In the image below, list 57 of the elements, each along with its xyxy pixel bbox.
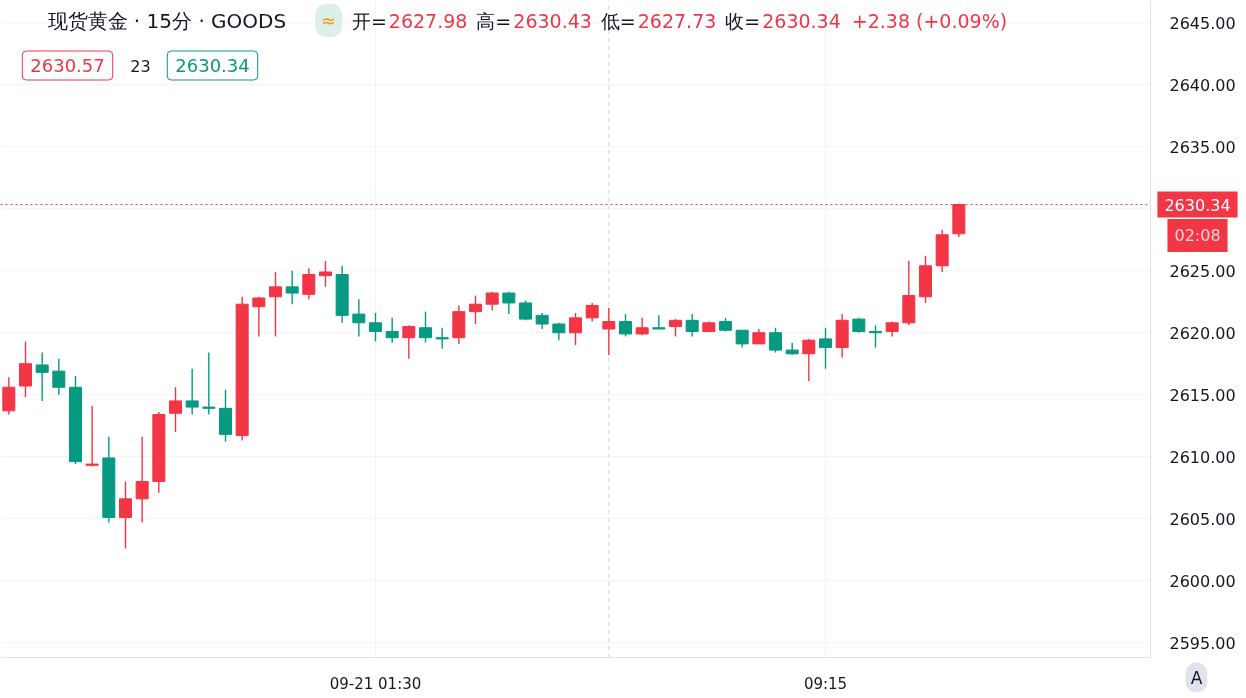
annotation: 收=2630.34	[725, 9, 841, 32]
text: A	[1190, 667, 1203, 688]
candlestick	[619, 313, 632, 338]
y-tick-label: 2605.00	[1169, 509, 1236, 529]
annotation: 23	[130, 56, 151, 76]
annotation: 高=2630.43	[476, 9, 592, 32]
candlestick	[385, 317, 399, 344]
y-tick-label: 2615.00	[1169, 385, 1236, 405]
candlestick	[185, 367, 199, 416]
annotation: 低=2627.73	[600, 9, 717, 32]
candlestick	[302, 267, 316, 300]
y-tick-label: 2610.00	[1169, 447, 1236, 467]
annotation: 开=2627.98	[351, 9, 468, 32]
candlestick	[402, 324, 416, 360]
text: 02:08	[1174, 226, 1221, 246]
candlestick	[469, 294, 482, 325]
y-tick-label: 2620.00	[1169, 323, 1236, 343]
candlestick	[35, 351, 49, 402]
x-tick-label: 09:15	[803, 674, 848, 693]
annotation: 2630.57	[30, 55, 105, 76]
chart-title: 现货黄金 · 15分 · GOODS	[47, 8, 287, 33]
candlestick	[585, 302, 599, 323]
y-tick-label: 2640.00	[1169, 75, 1236, 95]
candlestick	[802, 338, 816, 382]
candlestick	[369, 312, 382, 343]
candlestick	[169, 386, 182, 433]
annotation: ≈	[321, 10, 337, 31]
candlestick	[319, 260, 332, 288]
candlestick	[685, 313, 699, 338]
annotation: +2.38 (+0.09%)	[851, 9, 1008, 32]
candlestick	[869, 324, 882, 349]
candlestick	[602, 307, 616, 356]
candlestick	[769, 327, 782, 354]
candlestick	[352, 298, 366, 338]
candlestick	[435, 327, 449, 350]
candlestick	[819, 327, 832, 370]
annotation: 2630.34	[175, 55, 250, 76]
candlestick	[419, 310, 432, 344]
y-tick-label: 2595.00	[1169, 633, 1236, 653]
candlestick	[569, 312, 582, 346]
candlestick	[652, 314, 666, 330]
y-tick-label: 2635.00	[1169, 137, 1236, 157]
x-tick-label: 09-21 01:30	[329, 674, 422, 693]
y-tick-label: 2645.00	[1169, 13, 1236, 33]
ref-line-label: 2630.34	[1164, 195, 1231, 215]
candlestick	[269, 271, 282, 338]
candlestick	[52, 358, 66, 396]
y-tick-label: 2625.00	[1169, 261, 1236, 281]
candlestick	[285, 270, 299, 305]
candlestick	[252, 296, 266, 338]
candlestick	[119, 480, 132, 550]
candlestick	[202, 351, 216, 416]
y-tick-label: 2600.00	[1169, 571, 1236, 591]
candlestick	[2, 376, 16, 416]
candlestick	[135, 436, 149, 524]
candlestick	[85, 405, 99, 468]
candlestick	[19, 340, 32, 398]
